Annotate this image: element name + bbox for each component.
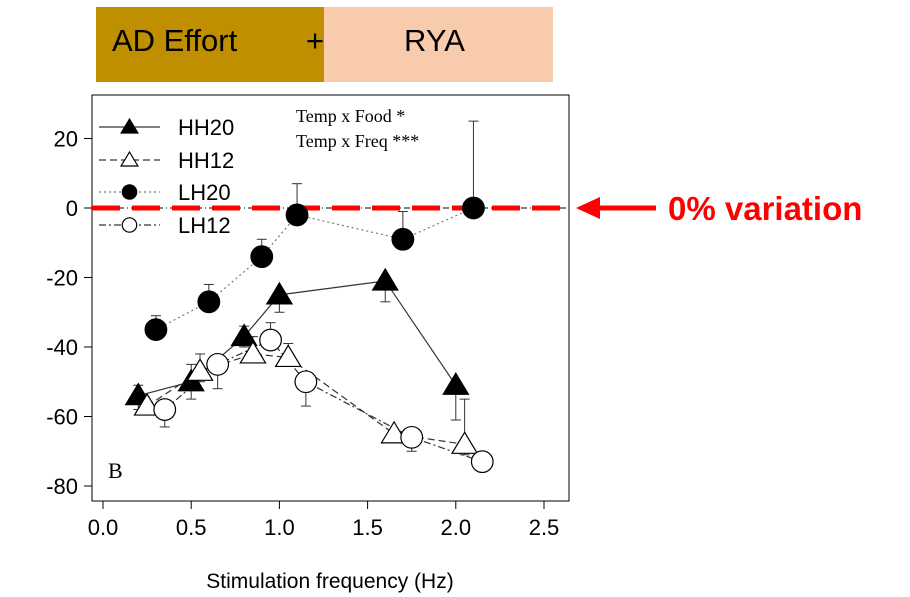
data-point-lh20 — [144, 318, 168, 342]
data-point-hh20 — [442, 372, 470, 395]
stats-line-1: Temp x Food * — [296, 106, 405, 126]
stats-line-2: Temp x Freq *** — [296, 131, 419, 151]
data-point-hh20 — [230, 323, 258, 347]
plot-frame — [91, 94, 570, 502]
data-point-hh12 — [239, 340, 267, 364]
legend-marker-hh20 — [120, 117, 139, 134]
legend-label-lh20: LH20 — [178, 180, 231, 205]
data-point-hh20 — [371, 267, 399, 291]
y-tick-label: 20 — [54, 127, 78, 152]
x-tick-label: 0.0 — [88, 515, 119, 540]
data-point-lh12 — [294, 370, 318, 394]
annotation-label: 0% variation — [668, 190, 862, 227]
y-tick-label: -20 — [46, 266, 78, 291]
annotation-arrow — [576, 197, 656, 219]
y-tick-label: -60 — [46, 405, 78, 430]
legend-label-lh12: LH12 — [178, 213, 231, 238]
y-tick-label: 0 — [66, 196, 78, 221]
legend-marker-lh20 — [121, 184, 138, 200]
legend-marker-hh12 — [120, 150, 139, 167]
data-point-lh20 — [197, 290, 221, 314]
x-tick-label: 2.5 — [529, 515, 560, 540]
x-tick-label: 1.0 — [264, 515, 295, 540]
series-line-hh12 — [146, 353, 465, 445]
data-point-lh12 — [259, 328, 282, 352]
data-point-lh20 — [391, 227, 415, 251]
y-tick-label: -80 — [46, 474, 78, 499]
legend-label-hh20: HH20 — [178, 115, 234, 140]
x-tick-label: 0.5 — [176, 515, 207, 540]
data-point-lh20 — [250, 245, 274, 269]
x-tick-label: 2.0 — [441, 515, 472, 540]
data-point-lh12 — [153, 398, 177, 421]
panel-label: B — [108, 458, 123, 483]
banner-ad-effort-label: AD Effort — [112, 23, 238, 58]
x-axis-label: Stimulation frequency (Hz) — [206, 570, 453, 593]
banner-rya-label: RYA — [404, 23, 465, 58]
banner-ad-effort — [96, 7, 324, 82]
x-tick-label: 1.5 — [352, 515, 383, 540]
legend-marker-lh12 — [121, 217, 138, 233]
series-line-lh20 — [155, 207, 474, 331]
data-point-hh12 — [450, 431, 479, 454]
data-point-lh12 — [470, 450, 494, 474]
data-point-lh20 — [462, 196, 485, 220]
banner-plus-label: + — [306, 23, 325, 58]
data-point-lh20 — [285, 203, 309, 227]
data-point-lh12 — [400, 425, 424, 449]
legend-label-hh12: HH12 — [178, 148, 234, 173]
data-point-hh12 — [274, 344, 302, 368]
data-point-hh12 — [186, 358, 214, 381]
data-point-hh20 — [265, 281, 294, 305]
banner-rya — [324, 7, 553, 82]
y-tick-label: -40 — [46, 335, 78, 360]
data-point-lh12 — [206, 352, 230, 376]
